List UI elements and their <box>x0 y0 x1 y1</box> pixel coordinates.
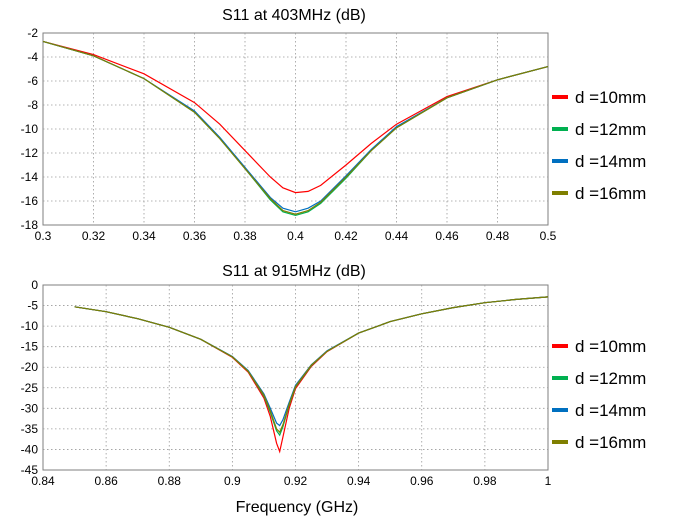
legend-label: d =10mm <box>575 337 646 356</box>
chart-s11-915mhz: S11 at 915MHz (dB) Frequency (GHz) 0.84 0… <box>21 263 647 516</box>
chart-title: S11 at 403MHz (dB) <box>222 7 366 24</box>
y-tick-label: -16 <box>21 194 39 208</box>
chart-title: S11 at 915MHz (dB) <box>222 263 366 280</box>
y-tick-label: -5 <box>27 299 38 313</box>
x-tick-label: 0.32 <box>82 229 106 243</box>
legend-label: d =16mm <box>575 184 646 203</box>
x-tick-label: 0.86 <box>94 474 118 488</box>
legend-label: d =14mm <box>575 401 646 420</box>
x-tick-label: 1 <box>545 474 552 488</box>
y-tick-label: -4 <box>27 50 38 64</box>
series-line <box>42 40 549 215</box>
x-tick-label: 0.34 <box>132 229 156 243</box>
y-tick-label: -6 <box>27 74 38 88</box>
y-tick-label: -40 <box>21 442 39 456</box>
y-tick-label: -35 <box>21 422 39 436</box>
legend-label: d =14mm <box>575 152 646 171</box>
chart-s11-403mhz: S11 at 403MHz (dB) 0.3 0.32 0.34 0.36 0.38 0.… <box>21 7 647 243</box>
y-tick-label: -45 <box>21 463 39 477</box>
y-tick-label: -15 <box>21 340 39 354</box>
y-tick-label: -25 <box>21 381 39 395</box>
x-tick-label: 0.3 <box>35 229 52 243</box>
y-tick-label: -18 <box>21 218 39 232</box>
series-line <box>74 296 549 434</box>
x-tick-label: 0.4 <box>287 229 304 243</box>
x-tick-label: 0.96 <box>410 474 434 488</box>
y-tick-label: -20 <box>21 360 39 374</box>
y-tick-label: -12 <box>21 146 39 160</box>
x-tick-label: 0.9 <box>224 474 241 488</box>
series-line <box>42 40 549 194</box>
x-tick-label: 0.94 <box>347 474 371 488</box>
x-tick-label: 0.46 <box>435 229 459 243</box>
legend-label: d =10mm <box>575 88 646 107</box>
x-tick-label: 0.38 <box>233 229 257 243</box>
x-tick-label: 0.88 <box>158 474 182 488</box>
x-tick-label: 0.5 <box>540 229 557 243</box>
x-tick-label: 0.84 <box>31 474 55 488</box>
legend-label: d =12mm <box>575 369 646 388</box>
legend-label: d =12mm <box>575 120 646 139</box>
x-tick-label: 0.98 <box>473 474 497 488</box>
legend-label: d =16mm <box>575 433 646 452</box>
y-tick-label: 0 <box>31 278 38 292</box>
y-tick-label: -30 <box>21 401 39 415</box>
x-tick-label: 0.42 <box>334 229 358 243</box>
y-tick-label: -10 <box>21 319 39 333</box>
y-tick-label: -8 <box>27 98 38 112</box>
y-tick-label: -2 <box>27 26 38 40</box>
y-tick-label: -14 <box>21 170 39 184</box>
series-line <box>42 40 549 213</box>
x-tick-label: 0.92 <box>284 474 308 488</box>
x-tick-label: 0.44 <box>385 229 409 243</box>
x-axis-label: Frequency (GHz) <box>236 499 359 516</box>
x-tick-label: 0.36 <box>183 229 207 243</box>
x-tick-label: 0.48 <box>486 229 510 243</box>
y-tick-label: -10 <box>21 122 39 136</box>
